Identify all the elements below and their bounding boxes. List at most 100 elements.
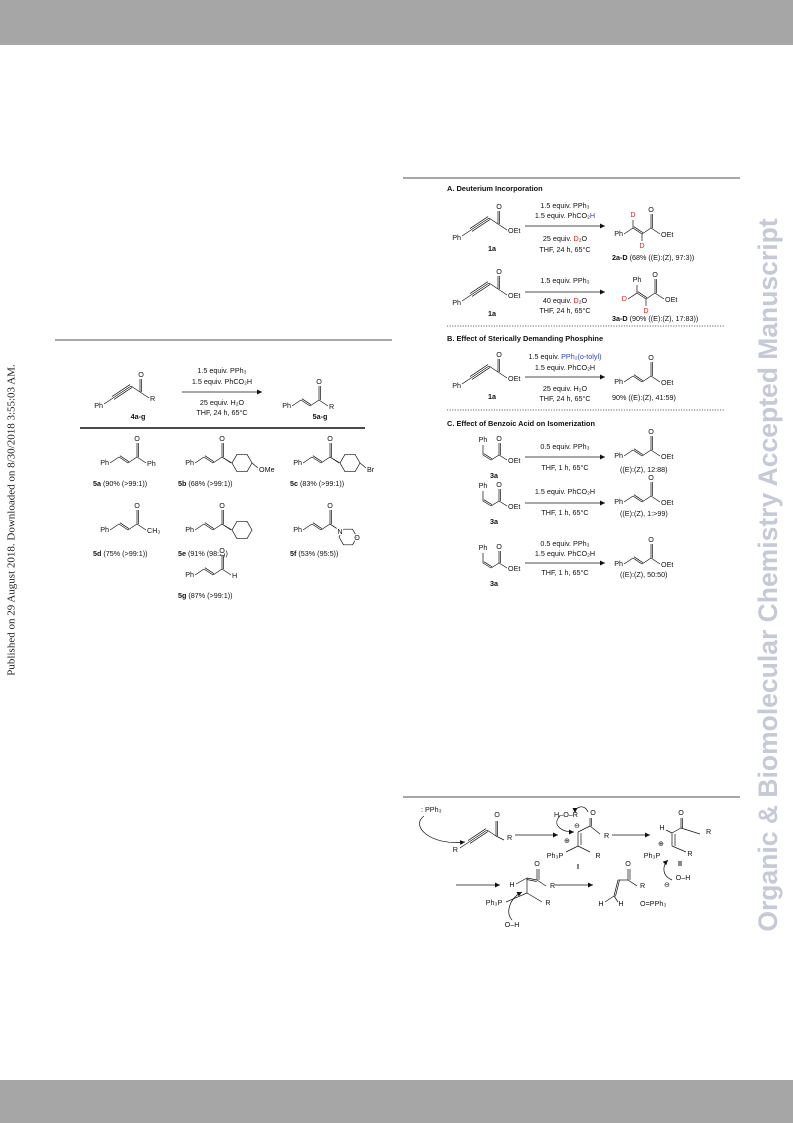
atom-label: Ph (94, 401, 103, 410)
condition-part: THF, 1 h, 65°C (541, 463, 588, 472)
curved-arrow (662, 859, 673, 881)
bond (469, 216, 489, 229)
compound-id: 5g (178, 591, 186, 600)
atom-label: Ph (614, 229, 623, 238)
mechanism-label: O (678, 808, 684, 817)
bond (641, 449, 652, 457)
atom-label: Ph (147, 459, 156, 468)
compound-caption: 5d (75% (>99:1)) (93, 549, 148, 558)
bond (113, 387, 133, 400)
bond (194, 456, 205, 464)
compound-id: 5e (178, 549, 186, 558)
bond (461, 377, 472, 385)
bond (329, 523, 340, 531)
compound-result: (53% (95:5)) (296, 549, 338, 558)
atom-label: O (496, 542, 502, 551)
compound-result: (87% (>99:1)) (186, 591, 232, 600)
ring (231, 453, 253, 473)
bond (498, 454, 508, 461)
mechanism-label: R (640, 881, 645, 890)
bond (119, 522, 130, 529)
bond (641, 227, 652, 235)
atom-label: OEt (508, 502, 520, 511)
watermark: Organic & Biomolecular Chemistry Accepte… (753, 218, 783, 931)
condition: THF, 1 h, 65°C (541, 568, 588, 577)
compound-id: 3a-D (612, 314, 628, 323)
condition: THF, 24 h, 65°C (539, 394, 590, 403)
atom-label: O (496, 267, 502, 276)
atom-label: D (622, 294, 627, 303)
atom-label: O (138, 370, 144, 379)
bond (329, 456, 341, 464)
condition: 25 equiv. D₂O (543, 234, 588, 243)
condition: 40 equiv. D₂O (543, 296, 588, 305)
condition-part: THF, 24 h, 65°C (539, 245, 590, 254)
atom-label: Ph (185, 570, 194, 579)
bond (486, 829, 497, 837)
atom-label: OEt (508, 374, 520, 383)
atom-label: O (219, 546, 225, 555)
mechanism-label: O (494, 810, 500, 819)
bond (459, 841, 470, 849)
bond (505, 892, 528, 903)
condition: THF, 1 h, 65°C (541, 508, 588, 517)
bond (577, 845, 591, 853)
atom-label: O (496, 434, 502, 443)
bond (650, 227, 661, 235)
condition-part: ₂O (579, 234, 588, 243)
bond (212, 523, 223, 531)
bond (204, 455, 215, 462)
bond (495, 835, 505, 841)
mechanism-label: O=PPh₃ (640, 899, 666, 908)
atom-label: O (134, 501, 140, 510)
compound-caption: 5c (83% (>99:1)) (290, 479, 344, 488)
bond (526, 892, 543, 903)
side-note: Published on 29 August 2018. Downloaded … (6, 364, 18, 676)
bond (320, 523, 331, 531)
atom-label: Ph (452, 233, 461, 242)
condition: THF, 24 h, 65°C (539, 245, 590, 254)
bond (632, 495, 643, 503)
mechanism-label: R (706, 827, 711, 836)
condition-part: THF, 1 h, 65°C (541, 568, 588, 577)
bond (613, 895, 619, 903)
condition-part: 1.5 equiv. PhCO₂H (535, 363, 595, 372)
compound-id: 1a (488, 392, 497, 401)
condition-part: 1.5 equiv. PhCO₂H (535, 549, 595, 558)
condition-part: THF, 24 h, 65°C (539, 306, 590, 315)
mechanism-label: O (590, 808, 596, 817)
bond (118, 456, 129, 464)
atom-label: OEt (508, 564, 520, 573)
bond (536, 879, 547, 887)
compound-id: 5c (290, 479, 298, 488)
bond (221, 523, 233, 531)
condition-part: 25 equiv. H₂O (543, 384, 588, 393)
bond (302, 456, 313, 464)
bond (633, 226, 644, 233)
mechanism-label: II (678, 859, 682, 868)
compound-caption: ((E):(Z), 50:50) (620, 570, 668, 579)
compound-caption: 2a-D (68% ((E):(Z), 97:3)) (612, 253, 694, 262)
bond (526, 877, 538, 881)
condition: 1.5 equiv. PPh₃ (197, 366, 246, 375)
mechanism-label: H–O–R (554, 810, 578, 819)
condition: 1.5 equiv. PPh₃ (540, 276, 589, 285)
condition-part: 1.5 equiv. PhCO₂H (535, 487, 595, 496)
mechanism-label: R (604, 831, 609, 840)
condition: 1.5 equiv. PhCO₂H (535, 487, 595, 496)
atom-label: Ph (479, 543, 488, 552)
bond (127, 523, 138, 531)
bond (633, 494, 644, 501)
compound-id: 4a-g (131, 412, 146, 421)
mechanism-label: Ph₃P (644, 851, 661, 860)
atom-label: O (648, 427, 654, 436)
condition: THF, 24 h, 65°C (539, 306, 590, 315)
mechanism-label: H (598, 899, 603, 908)
bond (641, 375, 652, 383)
bond (526, 879, 537, 882)
compound-id: 5d (93, 549, 101, 558)
atom-label: Ph (479, 481, 488, 490)
mechanism-label: R (595, 851, 600, 860)
bond (515, 877, 528, 885)
bond (471, 219, 491, 232)
